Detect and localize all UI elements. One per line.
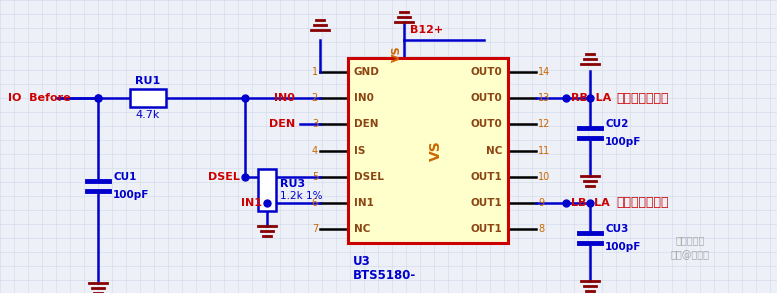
Text: 9: 9	[538, 198, 544, 208]
Text: 左前转向灯输出: 左前转向灯输出	[616, 196, 668, 209]
Text: CU2: CU2	[605, 119, 629, 129]
Text: 2: 2	[312, 93, 318, 103]
Text: GND: GND	[354, 67, 380, 77]
Bar	[348, 58, 508, 243]
Bar	[258, 169, 276, 211]
Text: 10: 10	[538, 172, 550, 182]
Text: 电路一点通: 电路一点通	[675, 235, 705, 245]
Text: 右前转向灯输出: 右前转向灯输出	[616, 92, 668, 105]
Text: 5: 5	[312, 172, 318, 182]
Text: 4: 4	[312, 146, 318, 156]
Text: IN0: IN0	[354, 93, 374, 103]
Text: OUT0: OUT0	[470, 93, 502, 103]
Text: 4.7k: 4.7k	[136, 110, 160, 120]
Text: IO  Before: IO Before	[8, 93, 71, 103]
Text: 8: 8	[538, 224, 544, 234]
Text: 100pF: 100pF	[605, 137, 641, 147]
Text: 13: 13	[538, 93, 550, 103]
Text: IN1: IN1	[354, 198, 374, 208]
Text: NC: NC	[486, 146, 502, 156]
Text: 6: 6	[312, 198, 318, 208]
Text: 3: 3	[312, 119, 318, 129]
Text: IN0: IN0	[274, 93, 295, 103]
Text: OUT1: OUT1	[470, 224, 502, 234]
Text: VS: VS	[429, 140, 443, 161]
Text: 头条@芯片哥: 头条@芯片哥	[671, 250, 709, 260]
Text: 14: 14	[538, 67, 550, 77]
Text: 7: 7	[312, 224, 318, 234]
Text: 100pF: 100pF	[113, 190, 149, 200]
Text: RU3: RU3	[280, 179, 305, 189]
Text: 1.2k 1%: 1.2k 1%	[280, 191, 322, 201]
Text: RU1: RU1	[135, 76, 161, 86]
Text: OUT1: OUT1	[470, 198, 502, 208]
Text: NC: NC	[354, 224, 371, 234]
Text: DSEL: DSEL	[354, 172, 384, 182]
Text: 11: 11	[538, 146, 550, 156]
Text: VS: VS	[392, 46, 402, 62]
Text: DEN: DEN	[354, 119, 378, 129]
Text: DEN: DEN	[269, 119, 295, 129]
Text: RB  LA: RB LA	[571, 93, 611, 103]
Text: IS: IS	[354, 146, 365, 156]
Text: OUT1: OUT1	[470, 172, 502, 182]
Text: LB  LA: LB LA	[571, 198, 610, 208]
Text: 100pF: 100pF	[605, 242, 641, 252]
Text: U3: U3	[353, 255, 371, 268]
Bar	[130, 89, 166, 107]
Text: CU3: CU3	[605, 224, 629, 234]
Text: DSEL: DSEL	[208, 172, 240, 182]
Text: CU1: CU1	[113, 172, 137, 182]
Text: OUT0: OUT0	[470, 67, 502, 77]
Text: 1: 1	[312, 67, 318, 77]
Text: B12+: B12+	[410, 25, 443, 35]
Text: BTS5180-: BTS5180-	[353, 269, 416, 282]
Text: IN1: IN1	[241, 198, 262, 208]
Text: OUT0: OUT0	[470, 119, 502, 129]
Text: 12: 12	[538, 119, 550, 129]
